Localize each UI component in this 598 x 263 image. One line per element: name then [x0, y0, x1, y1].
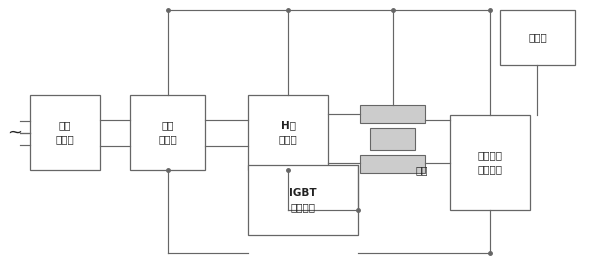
Text: 升压
变压器: 升压 变压器: [56, 120, 74, 144]
Bar: [500, 10, 575, 65]
Text: ~: ~: [8, 124, 23, 142]
Text: 全桥
整流器: 全桥 整流器: [158, 120, 177, 144]
Bar: [30, 95, 100, 170]
Text: 计算机: 计算机: [528, 33, 547, 43]
Bar: [248, 95, 328, 170]
Text: IGBT
控制电路: IGBT 控制电路: [289, 188, 317, 212]
Bar: [248, 165, 358, 235]
Bar: [360, 155, 425, 173]
Bar: [130, 95, 205, 170]
Bar: [360, 105, 425, 123]
Text: 信号采集
及处理板: 信号采集 及处理板: [477, 150, 502, 174]
Bar: [450, 115, 530, 210]
Text: 试样: 试样: [415, 165, 428, 175]
Bar: [370, 128, 415, 150]
Text: H桥
逆变器: H桥 逆变器: [279, 120, 297, 144]
